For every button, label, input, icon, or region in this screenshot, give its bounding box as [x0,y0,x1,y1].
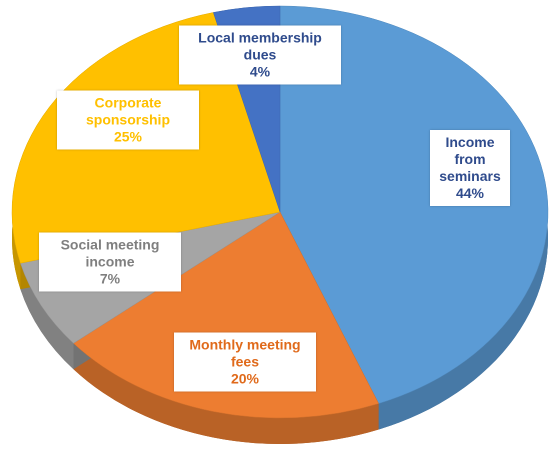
slice [279,5,549,404]
value-label: 4% [249,63,271,80]
data-label: Income from seminars 44% [430,130,510,206]
category-name: Local membership dues [198,29,322,63]
value-label: 25% [113,128,143,145]
category-name: Income from seminars [439,134,501,184]
category-name: Corporate sponsorship [85,94,170,128]
data-label: Social meeting income 7% [39,232,181,292]
value-label: 7% [99,270,121,287]
data-label: Local membership dues 4% [179,25,341,85]
value-label: 44% [455,185,485,201]
value-label: 20% [230,370,260,387]
category-name: Monthly meeting fees [189,336,301,370]
data-label: Monthly meeting fees 20% [174,332,316,392]
category-name: Social meeting income [60,236,160,270]
data-label: Corporate sponsorship 25% [57,90,199,150]
slice-side [20,263,74,370]
slice-side [73,343,379,444]
